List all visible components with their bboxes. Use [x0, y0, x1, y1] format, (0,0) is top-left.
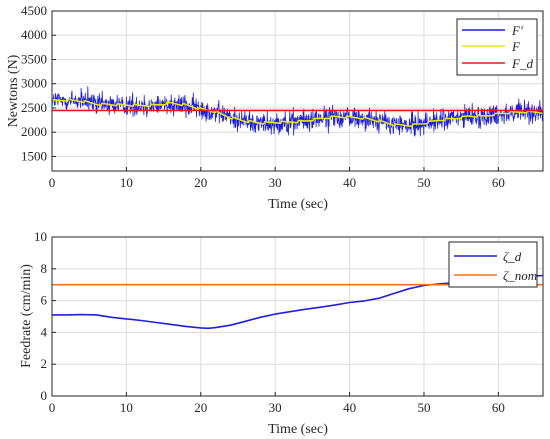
force-y-tick-label: 3500 — [21, 51, 47, 66]
force-x-tick-label: 0 — [49, 175, 56, 190]
feedrate-legend-box — [448, 241, 538, 288]
force-x-axis-label: Time (sec) — [268, 197, 328, 212]
feedrate-legend: ζ_d ζ_nom — [448, 241, 538, 288]
force-x-tick-label: 60 — [492, 175, 505, 190]
feedrate-x-tick-label: 40 — [343, 400, 356, 415]
feedrate-x-tick-label: 10 — [120, 400, 133, 415]
legend-label-zeta-d: ζ_d — [503, 249, 522, 264]
legend-label-fd: F_d — [511, 56, 533, 71]
force-x-tick-label: 10 — [120, 175, 133, 190]
feedrate-y-tick-label: 0 — [41, 388, 48, 403]
feedrate-y-ticks: 0 2 4 6 8 10 — [34, 229, 56, 403]
force-series — [51, 86, 544, 137]
legend-label-f: F — [511, 39, 521, 54]
force-legend: F' F F_d — [456, 18, 538, 76]
feedrate-x-tick-label: 50 — [417, 400, 430, 415]
force-legend-box — [456, 18, 538, 76]
legend-label-zeta-nom: ζ_nom — [503, 268, 537, 283]
force-x-tick-label: 50 — [417, 175, 430, 190]
force-x-tick-label: 20 — [194, 175, 207, 190]
force-x-tick-label: 40 — [343, 175, 356, 190]
feedrate-y-tick-label: 2 — [41, 356, 48, 371]
feedrate-x-tick-label: 60 — [492, 400, 505, 415]
force-y-tick-label: 3000 — [21, 76, 47, 91]
force-x-tick-label: 30 — [269, 175, 282, 190]
feedrate-chart: 0 10 20 30 40 50 60 0 2 4 6 8 10 Time (sec) Feedrat… — [19, 229, 544, 437]
force-chart: 0 10 20 30 40 50 60 1500 2000 2500 3000 3500 4000 45… — [6, 3, 544, 212]
feedrate-x-tick-label: 0 — [49, 400, 56, 415]
force-y-tick-label: 4000 — [21, 27, 47, 42]
feedrate-x-tick-label: 20 — [194, 400, 207, 415]
force-series-line-0 — [51, 86, 544, 137]
legend-label-f-prime: F' — [511, 23, 523, 38]
feedrate-y-tick-label: 4 — [41, 324, 48, 339]
force-y-tick-label: 2500 — [21, 100, 47, 115]
feedrate-y-tick-label: 10 — [34, 229, 47, 244]
feedrate-y-axis-label: Feedrate (cm/min) — [19, 264, 34, 368]
feedrate-x-ticks: 0 10 20 30 40 50 60 — [49, 392, 505, 415]
force-y-axis-label: Newtons (N) — [6, 54, 21, 127]
force-y-tick-label: 4500 — [21, 3, 47, 18]
feedrate-x-tick-label: 30 — [269, 400, 282, 415]
force-y-ticks: 1500 2000 2500 3000 3500 4000 4500 — [21, 3, 56, 163]
force-plot-frame — [51, 10, 544, 172]
force-y-tick-label: 2000 — [21, 124, 47, 139]
force-series-line-1 — [51, 98, 544, 127]
feedrate-plot-frame — [51, 236, 544, 397]
feedrate-y-tick-label: 8 — [41, 261, 48, 276]
force-y-tick-label: 1500 — [21, 148, 47, 163]
feedrate-x-axis-label: Time (sec) — [268, 422, 328, 437]
feedrate-y-tick-label: 6 — [41, 293, 48, 308]
force-x-ticks: 0 10 20 30 40 50 60 — [49, 167, 505, 190]
